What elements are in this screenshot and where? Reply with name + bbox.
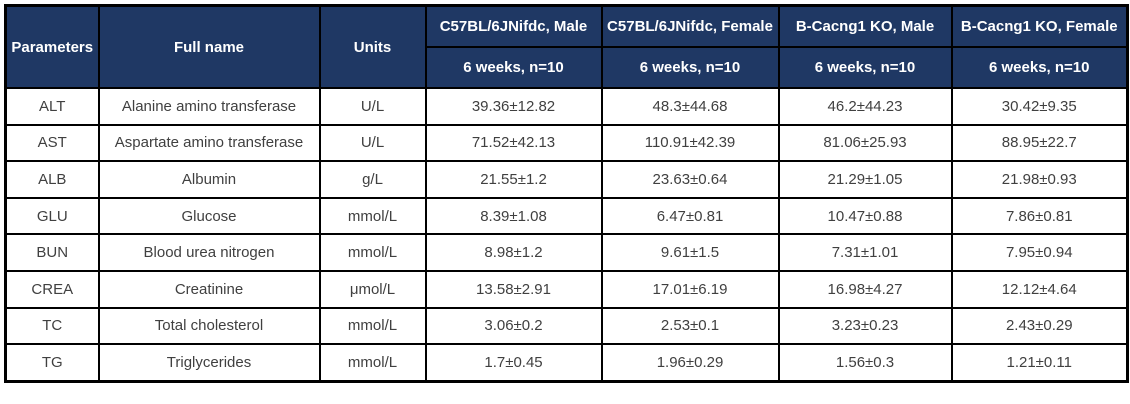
full-name-cell: Alanine amino transferase bbox=[97, 87, 321, 126]
value-cell: 13.58±2.91 bbox=[424, 269, 603, 309]
table-container: Parameters Full name Units C57BL/6JNifdc… bbox=[4, 4, 1129, 383]
table-row: AST Aspartate amino transferase U/L 71.5… bbox=[4, 123, 1129, 163]
full-name-cell: Triglycerides bbox=[97, 343, 321, 383]
parameter-cell: AST bbox=[4, 123, 100, 163]
units-cell: mmol/L bbox=[318, 343, 427, 383]
full-name-cell: Glucose bbox=[97, 196, 321, 236]
full-name-cell: Creatinine bbox=[97, 269, 321, 309]
value-cell: 8.98±1.2 bbox=[424, 233, 603, 272]
units-cell: mmol/L bbox=[318, 233, 427, 272]
units-cell: U/L bbox=[318, 123, 427, 163]
units-cell: g/L bbox=[318, 160, 427, 199]
value-cell: 16.98±4.27 bbox=[777, 269, 953, 309]
parameter-cell: TC bbox=[4, 306, 100, 346]
value-cell: 7.31±1.01 bbox=[777, 233, 953, 272]
value-cell: 12.12±4.64 bbox=[950, 269, 1129, 309]
units-cell: μmol/L bbox=[318, 269, 427, 309]
value-cell: 8.39±1.08 bbox=[424, 196, 603, 236]
value-cell: 2.53±0.1 bbox=[600, 306, 780, 346]
parameter-cell: ALT bbox=[4, 87, 100, 126]
full-name-cell: Aspartate amino transferase bbox=[97, 123, 321, 163]
full-name-cell: Blood urea nitrogen bbox=[97, 233, 321, 272]
column-header-c57-female: C57BL/6JNifdc, Female bbox=[600, 4, 780, 48]
value-cell: 7.95±0.94 bbox=[950, 233, 1129, 272]
column-header-ko-male: B-Cacng1 KO, Male bbox=[777, 4, 953, 48]
value-cell: 3.06±0.2 bbox=[424, 306, 603, 346]
value-cell: 110.91±42.39 bbox=[600, 123, 780, 163]
subheader-c57-male: 6 weeks, n=10 bbox=[424, 46, 603, 89]
value-cell: 30.42±9.35 bbox=[950, 87, 1129, 126]
units-cell: mmol/L bbox=[318, 306, 427, 346]
units-cell: U/L bbox=[318, 87, 427, 126]
table-row: ALB Albumin g/L 21.55±1.2 23.63±0.64 21.… bbox=[4, 160, 1129, 199]
value-cell: 39.36±12.82 bbox=[424, 87, 603, 126]
biochemistry-table: Parameters Full name Units C57BL/6JNifdc… bbox=[4, 4, 1129, 383]
table-row: GLU Glucose mmol/L 8.39±1.08 6.47±0.81 1… bbox=[4, 196, 1129, 236]
parameter-cell: TG bbox=[4, 343, 100, 383]
value-cell: 21.98±0.93 bbox=[950, 160, 1129, 199]
value-cell: 21.55±1.2 bbox=[424, 160, 603, 199]
value-cell: 3.23±0.23 bbox=[777, 306, 953, 346]
value-cell: 88.95±22.7 bbox=[950, 123, 1129, 163]
parameter-cell: ALB bbox=[4, 160, 100, 199]
value-cell: 1.21±0.11 bbox=[950, 343, 1129, 383]
value-cell: 2.43±0.29 bbox=[950, 306, 1129, 346]
parameter-cell: GLU bbox=[4, 196, 100, 236]
value-cell: 81.06±25.93 bbox=[777, 123, 953, 163]
value-cell: 1.7±0.45 bbox=[424, 343, 603, 383]
value-cell: 17.01±6.19 bbox=[600, 269, 780, 309]
units-cell: mmol/L bbox=[318, 196, 427, 236]
column-header-units: Units bbox=[318, 4, 427, 89]
table-row: TC Total cholesterol mmol/L 3.06±0.2 2.5… bbox=[4, 306, 1129, 346]
table-row: BUN Blood urea nitrogen mmol/L 8.98±1.2 … bbox=[4, 233, 1129, 272]
subheader-ko-female: 6 weeks, n=10 bbox=[950, 46, 1129, 89]
value-cell: 21.29±1.05 bbox=[777, 160, 953, 199]
subheader-ko-male: 6 weeks, n=10 bbox=[777, 46, 953, 89]
value-cell: 10.47±0.88 bbox=[777, 196, 953, 236]
value-cell: 6.47±0.81 bbox=[600, 196, 780, 236]
full-name-cell: Total cholesterol bbox=[97, 306, 321, 346]
parameter-cell: BUN bbox=[4, 233, 100, 272]
column-header-c57-male: C57BL/6JNifdc, Male bbox=[424, 4, 603, 48]
column-header-ko-female: B-Cacng1 KO, Female bbox=[950, 4, 1129, 48]
header-row-cohort: 6 weeks, n=10 6 weeks, n=10 6 weeks, n=1… bbox=[6, 46, 1129, 89]
header-row-groups: Parameters Full name Units C57BL/6JNifdc… bbox=[4, 4, 1129, 89]
parameter-cell: CREA bbox=[4, 269, 100, 309]
value-cell: 23.63±0.64 bbox=[600, 160, 780, 199]
column-header-parameters: Parameters bbox=[4, 4, 100, 89]
table-row: ALT Alanine amino transferase U/L 39.36±… bbox=[4, 87, 1129, 126]
value-cell: 46.2±44.23 bbox=[777, 87, 953, 126]
value-cell: 71.52±42.13 bbox=[424, 123, 603, 163]
value-cell: 9.61±1.5 bbox=[600, 233, 780, 272]
table-row: TG Triglycerides mmol/L 1.7±0.45 1.96±0.… bbox=[4, 343, 1129, 383]
value-cell: 1.56±0.3 bbox=[777, 343, 953, 383]
subheader-c57-female: 6 weeks, n=10 bbox=[600, 46, 780, 89]
value-cell: 1.96±0.29 bbox=[600, 343, 780, 383]
value-cell: 48.3±44.68 bbox=[600, 87, 780, 126]
table-row: CREA Creatinine μmol/L 13.58±2.91 17.01±… bbox=[4, 269, 1129, 309]
full-name-cell: Albumin bbox=[97, 160, 321, 199]
value-cell: 7.86±0.81 bbox=[950, 196, 1129, 236]
column-header-full-name: Full name bbox=[97, 4, 321, 89]
